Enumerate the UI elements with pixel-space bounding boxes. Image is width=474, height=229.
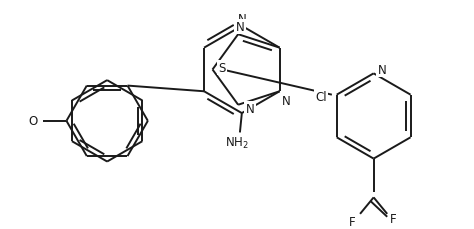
Text: N: N bbox=[237, 13, 246, 25]
Text: N: N bbox=[236, 21, 245, 34]
Text: F: F bbox=[390, 212, 396, 225]
Text: O: O bbox=[28, 115, 37, 128]
Text: NH$_2$: NH$_2$ bbox=[225, 135, 249, 150]
Text: Cl: Cl bbox=[315, 91, 327, 104]
Text: N: N bbox=[282, 95, 290, 108]
Text: N: N bbox=[377, 64, 386, 77]
Text: F: F bbox=[349, 215, 356, 228]
Text: F: F bbox=[392, 215, 398, 228]
Text: N: N bbox=[246, 103, 255, 116]
Text: S: S bbox=[219, 62, 226, 75]
